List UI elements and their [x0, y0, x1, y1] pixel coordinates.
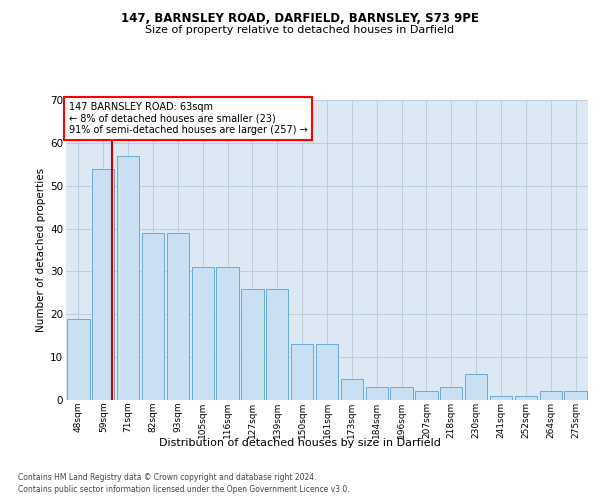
Text: 147, BARNSLEY ROAD, DARFIELD, BARNSLEY, S73 9PE: 147, BARNSLEY ROAD, DARFIELD, BARNSLEY, …	[121, 12, 479, 26]
Bar	[515, 396, 537, 400]
Bar	[266, 288, 289, 400]
Bar	[440, 387, 463, 400]
Bar	[167, 233, 189, 400]
Bar	[341, 378, 363, 400]
Y-axis label: Number of detached properties: Number of detached properties	[36, 168, 46, 332]
Text: Contains public sector information licensed under the Open Government Licence v3: Contains public sector information licen…	[18, 485, 350, 494]
Text: Size of property relative to detached houses in Darfield: Size of property relative to detached ho…	[145, 25, 455, 35]
Bar	[191, 267, 214, 400]
Bar	[142, 233, 164, 400]
Bar	[241, 288, 263, 400]
Bar	[217, 267, 239, 400]
Bar	[465, 374, 487, 400]
Bar	[92, 168, 115, 400]
Bar	[565, 392, 587, 400]
Bar	[67, 318, 89, 400]
Bar	[291, 344, 313, 400]
Bar	[415, 392, 437, 400]
Bar	[316, 344, 338, 400]
Bar	[365, 387, 388, 400]
Text: Distribution of detached houses by size in Darfield: Distribution of detached houses by size …	[159, 438, 441, 448]
Text: 147 BARNSLEY ROAD: 63sqm
← 8% of detached houses are smaller (23)
91% of semi-de: 147 BARNSLEY ROAD: 63sqm ← 8% of detache…	[68, 102, 307, 134]
Bar	[117, 156, 139, 400]
Bar	[391, 387, 413, 400]
Bar	[490, 396, 512, 400]
Text: Contains HM Land Registry data © Crown copyright and database right 2024.: Contains HM Land Registry data © Crown c…	[18, 472, 317, 482]
Bar	[539, 392, 562, 400]
